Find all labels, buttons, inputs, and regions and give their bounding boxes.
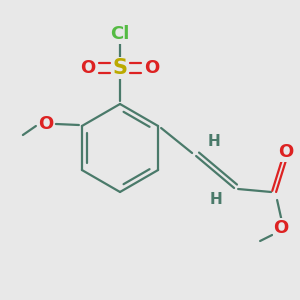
Text: O: O: [274, 219, 289, 237]
Text: H: H: [208, 134, 220, 149]
Text: O: O: [80, 59, 96, 77]
Text: O: O: [38, 115, 53, 133]
Text: S: S: [112, 58, 128, 78]
Text: O: O: [278, 143, 294, 161]
Text: O: O: [144, 59, 160, 77]
Text: Cl: Cl: [110, 25, 130, 43]
Text: H: H: [210, 193, 223, 208]
